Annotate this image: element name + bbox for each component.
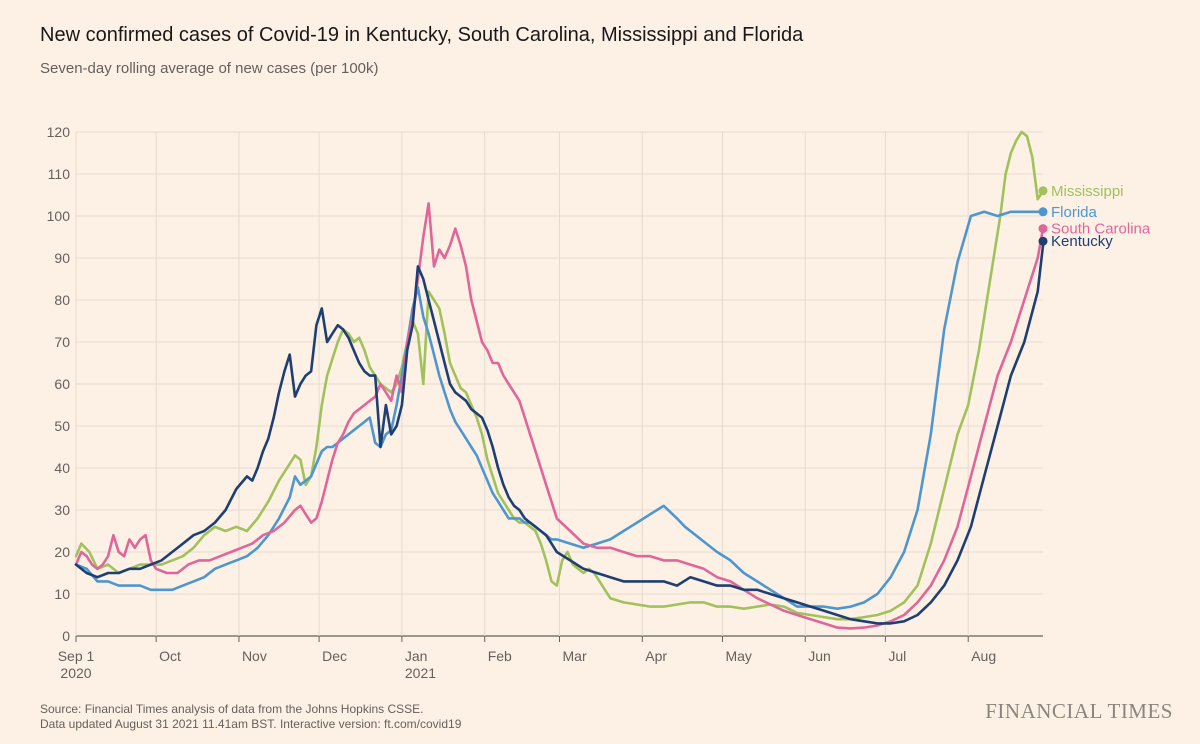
series-line-florida (74, 210, 1045, 610)
brand-logo: FINANCIAL TIMES (985, 699, 1173, 723)
x-tick-year: 2021 (405, 665, 436, 681)
y-axis: 0 10 20 30 40 50 60 70 80 90 100 110 120 (47, 124, 71, 644)
end-point-mississippi (1038, 186, 1048, 196)
legend-label-mississippi: Mississippi (1051, 183, 1124, 200)
y-tick-label: 80 (54, 292, 70, 308)
y-tick-label: 0 (62, 628, 70, 644)
end-point-kentucky (1038, 236, 1048, 246)
grid-lines (75, 131, 1043, 637)
x-tick-label: Aug (971, 648, 996, 664)
y-tick-label: 100 (47, 208, 71, 224)
source-note: Source: Financial Times analysis of data… (40, 702, 424, 716)
chart-title: New confirmed cases of Covid-19 in Kentu… (40, 24, 804, 46)
series-lines (74, 130, 1045, 630)
update-note: Data updated August 31 2021 11.41am BST.… (40, 717, 462, 731)
legend-label-florida: Florida (1051, 204, 1098, 221)
x-tick-label: Nov (242, 648, 267, 664)
end-point-south-carolina (1038, 224, 1048, 234)
x-tick-label: Jul (888, 648, 906, 664)
x-tick-label: Mar (563, 648, 587, 664)
footer: Source: Financial Times analysis of data… (40, 702, 461, 732)
x-tick-year: 2020 (60, 665, 91, 681)
x-tick-label: Dec (322, 648, 347, 664)
y-tick-label: 10 (54, 586, 70, 602)
x-tick-label: Jun (808, 648, 831, 664)
x-tick-label: May (725, 648, 751, 664)
chart-subtitle: Seven-day rolling average of new cases (… (40, 60, 379, 77)
y-tick-label: 40 (54, 460, 70, 476)
y-tick-label: 70 (54, 334, 70, 350)
y-tick-label: 20 (54, 544, 70, 560)
y-tick-label: 110 (48, 166, 71, 182)
x-tick-label: Jan (405, 648, 428, 664)
x-tick-label: Oct (159, 648, 181, 664)
legend-label-kentucky: Kentucky (1051, 233, 1113, 250)
series-line-south-carolina (74, 202, 1045, 630)
x-tick-label: Feb (488, 648, 512, 664)
x-tick-label: Apr (645, 648, 667, 664)
y-tick-label: 90 (54, 250, 70, 266)
y-tick-label: 60 (54, 376, 70, 392)
end-point-florida (1038, 207, 1048, 217)
y-tick-label: 120 (47, 124, 71, 140)
y-tick-label: 30 (54, 502, 70, 518)
y-tick-label: 50 (54, 418, 70, 434)
x-tick-label: Sep 1 (58, 648, 95, 664)
series-line-kentucky (74, 244, 1045, 625)
legend-label-south-carolina: South Carolina (1051, 221, 1151, 238)
